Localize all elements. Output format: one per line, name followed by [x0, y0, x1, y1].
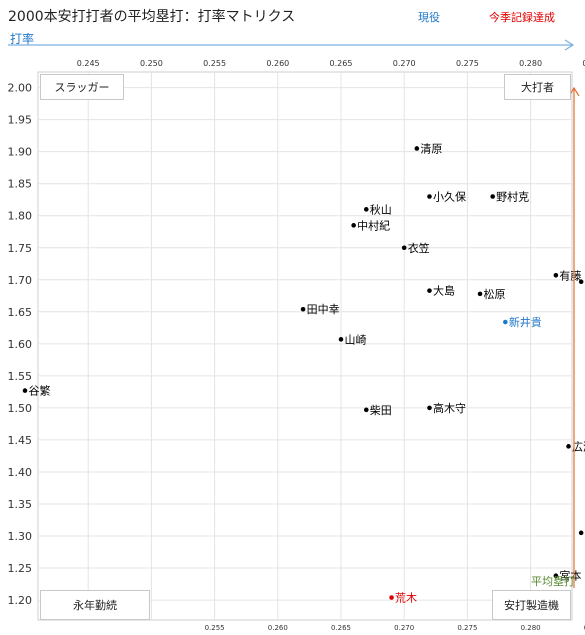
point-label: 中村紀	[357, 218, 390, 232]
point-label: 松原	[484, 287, 506, 301]
y-axis-label: 平均塁打	[531, 574, 575, 588]
x-tick-label-top: 0.280	[519, 59, 542, 68]
legend-achieved: 今季記録達成	[489, 11, 555, 24]
data-point	[566, 444, 571, 449]
axis-arrows	[8, 39, 580, 588]
corner-bottom-right: 安打製造機	[492, 590, 571, 620]
y-tick-label: 1.60	[8, 338, 33, 351]
data-point	[389, 595, 394, 600]
x-axis-bottom: 0.2550.2600.2650.2700.2750.2800.2850.290…	[205, 624, 585, 632]
x-tick-label-top: 0.250	[140, 59, 163, 68]
data-point	[414, 146, 420, 151]
point-label: 高木守	[433, 401, 466, 415]
data-point	[401, 245, 407, 251]
y-tick-label: 1.55	[8, 370, 33, 383]
x-tick-label-top: 0.245	[77, 59, 100, 68]
data-point	[427, 288, 432, 293]
point-label: 新井貴	[509, 315, 542, 329]
y-tick-label: 1.70	[8, 274, 33, 287]
x-tick-label-top: 0.255	[203, 59, 226, 68]
point-label: 広瀬	[572, 439, 585, 453]
data-point	[363, 207, 369, 212]
data-point	[490, 194, 495, 199]
point-label: 秋山	[370, 202, 392, 216]
y-tick-label: 2.00	[8, 82, 33, 95]
point-label: 野村克	[496, 190, 529, 204]
corner-top-left: スラッガー	[40, 74, 124, 100]
x-axis-top: 0.245 0.250 0.255 0.260 0.265 0.270 0.275 0.280…	[77, 59, 585, 68]
x-tick-label-top: 0.275	[456, 59, 479, 68]
x-tick-label-bottom: 0.255	[205, 624, 225, 632]
data-point	[427, 405, 432, 411]
data-point	[338, 337, 344, 342]
y-tick-label: 1.65	[8, 306, 33, 319]
y-axis: 2.00 1.95 1.90 1.85 1.80 1.75 1.70 1.65 1.60 1.55…	[8, 82, 33, 607]
point-label: 谷繁	[29, 384, 51, 398]
plot-frame	[37, 71, 573, 621]
y-tick-label: 1.90	[8, 146, 33, 159]
x-axis-label: 打率	[10, 31, 34, 46]
data-point	[503, 319, 508, 325]
x-tick-label-top: 0.285	[582, 59, 585, 68]
x-tick-label-top: 0.270	[393, 59, 416, 68]
point-label: 有藤	[559, 268, 581, 282]
x-tick-label-bottom: 0.270	[394, 624, 414, 632]
point-label: 荒木	[395, 592, 417, 605]
data-point	[351, 223, 356, 228]
data-points: 王清原山本浩小久保野村克門田秋山落合大杉中村紀金本ラミレス長嶋小笠原山内一衣笠阿…	[22, 142, 585, 605]
data-point	[22, 388, 28, 393]
x-tick-label-bottom: 0.280	[521, 624, 541, 632]
point-label: 宮本	[559, 569, 581, 583]
point-label: 衣笠	[408, 241, 430, 255]
y-tick-label: 1.40	[8, 466, 33, 479]
data-point	[553, 573, 559, 579]
y-tick-label: 1.45	[8, 434, 33, 447]
data-point	[477, 291, 483, 297]
x-tick-label-top: 0.260	[266, 59, 289, 68]
data-point	[578, 279, 584, 285]
data-point	[363, 407, 369, 413]
chart-title: 2000本安打打者の平均塁打：打率マトリクス	[8, 9, 296, 25]
x-tick-label-top: 0.265	[330, 59, 353, 68]
corner-bottom-left: 永年勤続	[40, 590, 150, 620]
y-tick-label: 1.20	[8, 594, 33, 607]
y-tick-label: 1.85	[8, 178, 33, 191]
x-tick-label-bottom: 0.265	[331, 624, 351, 632]
point-label: 田中幸	[307, 303, 340, 316]
point-label: 大島	[433, 284, 455, 298]
data-point	[300, 306, 306, 312]
point-label: 山崎	[345, 332, 367, 346]
y-tick-label: 1.95	[8, 114, 33, 127]
y-tick-label: 1.75	[8, 242, 33, 255]
y-tick-label: 1.35	[8, 498, 33, 511]
x-tick-label-bottom: 0.275	[457, 624, 477, 632]
y-tick-label: 1.30	[8, 530, 33, 543]
point-label: 柴田	[370, 403, 392, 417]
corner-top-right: 大打者	[504, 74, 571, 100]
point-label: 清原	[420, 142, 442, 155]
data-point	[553, 272, 559, 278]
y-tick-label: 1.25	[8, 562, 33, 575]
point-label: 小久保	[433, 190, 466, 204]
x-tick-label-bottom: 0.285	[584, 624, 585, 632]
legend-active: 現役	[418, 11, 440, 24]
data-point	[427, 194, 432, 199]
data-point	[578, 530, 584, 536]
y-tick-label: 1.50	[8, 402, 33, 415]
grid-lines	[37, 71, 573, 621]
x-tick-label-bottom: 0.260	[268, 624, 288, 632]
y-tick-label: 1.80	[8, 210, 33, 223]
